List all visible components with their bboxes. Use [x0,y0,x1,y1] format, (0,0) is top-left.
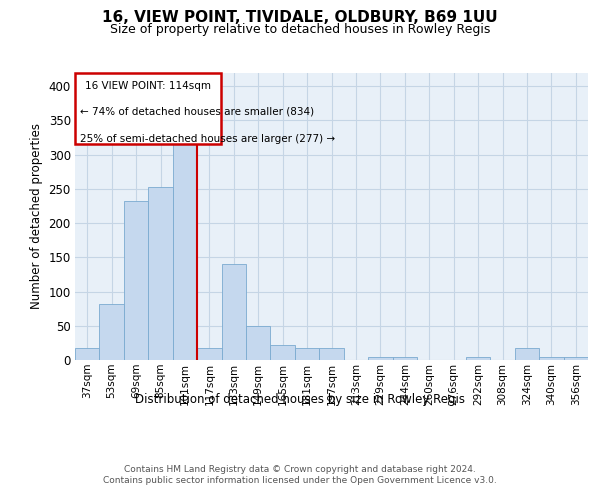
Y-axis label: Number of detached properties: Number of detached properties [30,123,43,309]
Bar [515,348,539,360]
Bar [246,326,271,360]
Bar [295,348,319,360]
Text: Contains HM Land Registry data © Crown copyright and database right 2024.: Contains HM Land Registry data © Crown c… [124,465,476,474]
Text: 25% of semi-detached houses are larger (277) →: 25% of semi-detached houses are larger (… [80,134,335,144]
Bar [148,187,173,360]
Bar [173,144,197,360]
Text: Size of property relative to detached houses in Rowley Regis: Size of property relative to detached ho… [110,22,490,36]
Bar [221,264,246,360]
Text: 16, VIEW POINT, TIVIDALE, OLDBURY, B69 1UU: 16, VIEW POINT, TIVIDALE, OLDBURY, B69 1… [102,10,498,25]
Text: ← 74% of detached houses are smaller (834): ← 74% of detached houses are smaller (83… [80,107,314,117]
Bar [271,345,295,360]
Bar [197,348,221,360]
FancyBboxPatch shape [75,72,221,144]
Bar [466,356,490,360]
Bar [124,201,148,360]
Text: Contains public sector information licensed under the Open Government Licence v3: Contains public sector information licen… [103,476,497,485]
Bar [319,348,344,360]
Bar [563,356,588,360]
Text: 16 VIEW POINT: 114sqm: 16 VIEW POINT: 114sqm [85,81,211,91]
Bar [539,356,563,360]
Bar [392,356,417,360]
Text: Distribution of detached houses by size in Rowley Regis: Distribution of detached houses by size … [135,392,465,406]
Bar [75,348,100,360]
Bar [368,356,392,360]
Bar [100,304,124,360]
